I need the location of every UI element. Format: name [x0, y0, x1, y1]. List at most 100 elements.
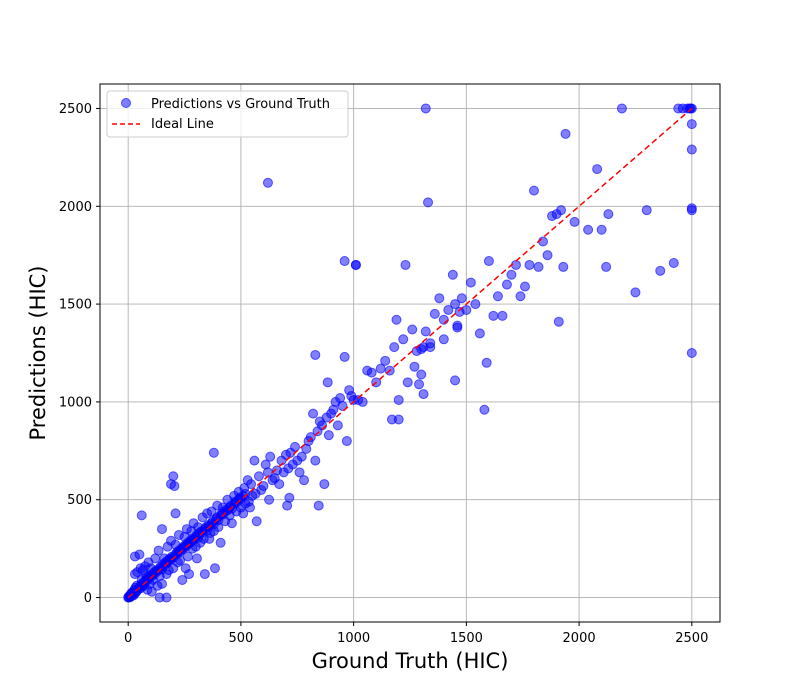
data-point [310, 349, 321, 360]
data-point [420, 103, 431, 114]
x-tick-label: 2500 [675, 631, 708, 646]
data-point [488, 310, 499, 321]
data-point [474, 328, 485, 339]
data-point [294, 467, 305, 478]
data-point [391, 314, 402, 325]
data-point [191, 553, 202, 564]
data-point [483, 256, 494, 267]
data-point [339, 351, 350, 362]
data-point [153, 545, 164, 556]
data-point [136, 510, 147, 521]
data-point [389, 342, 400, 353]
ideal-line-layer [127, 107, 693, 599]
data-point [157, 578, 167, 589]
data-point [506, 269, 517, 280]
data-point [313, 500, 324, 511]
data-point [199, 569, 210, 580]
data-point [251, 516, 262, 527]
data-point [290, 441, 301, 452]
legend-label-ideal-line: Ideal Line [151, 117, 214, 132]
data-point [217, 502, 228, 513]
data-point [465, 277, 476, 288]
data-point [655, 265, 666, 276]
data-point [461, 304, 472, 315]
data-point [414, 379, 425, 390]
data-point [409, 361, 420, 372]
y-tick-label: 2500 [59, 102, 92, 117]
data-point [402, 377, 413, 388]
data-point [299, 475, 310, 486]
data-point [542, 250, 553, 261]
y-tick-label: 1000 [59, 395, 92, 410]
data-point [425, 342, 436, 353]
data-point [443, 304, 454, 315]
data-point [184, 569, 195, 580]
data-point [429, 308, 440, 319]
data-point [319, 479, 330, 490]
data-point [169, 481, 180, 492]
data-point [515, 291, 526, 302]
data-point [159, 553, 170, 564]
data-point [209, 563, 220, 574]
data-point [501, 279, 512, 290]
data-point [452, 320, 463, 331]
data-point [322, 377, 333, 388]
data-point [603, 209, 614, 220]
data-point [398, 334, 409, 345]
data-point [450, 375, 461, 386]
data-point [380, 355, 391, 366]
data-point [193, 522, 204, 533]
data-point [161, 592, 172, 603]
data-point [134, 549, 145, 560]
y-tick-label: 0 [84, 591, 92, 606]
y-tick-label: 1500 [59, 298, 92, 313]
x-axis-title: Ground Truth (HIC) [312, 649, 509, 673]
legend-label-points: Predictions vs Ground Truth [151, 97, 330, 112]
data-point [208, 447, 219, 458]
data-point [170, 508, 181, 519]
data-point [310, 455, 321, 466]
data-point [157, 524, 167, 535]
data-point [305, 432, 316, 443]
data-point [438, 334, 449, 345]
legend-box [106, 90, 349, 138]
grid-lines [100, 84, 720, 622]
data-point [323, 430, 334, 441]
data-point [332, 420, 343, 431]
data-point [450, 299, 461, 310]
x-tick-label: 0 [124, 631, 132, 646]
data-point [262, 177, 273, 188]
data-point [420, 326, 431, 337]
data-point [265, 451, 276, 462]
data-point [686, 144, 697, 155]
data-point [296, 451, 307, 462]
data-point [337, 400, 348, 411]
data-point [524, 259, 535, 270]
data-point [418, 389, 429, 400]
data-point [686, 119, 697, 130]
data-point [497, 310, 508, 321]
data-point [556, 205, 567, 216]
data-point [686, 348, 697, 358]
data-point [416, 369, 427, 380]
data-point [470, 299, 481, 310]
data-point [244, 502, 255, 513]
y-tick-label: 500 [67, 493, 92, 508]
data-point [177, 574, 188, 585]
data-point [175, 555, 186, 566]
plot-frame [99, 83, 721, 623]
x-tick-label: 1500 [450, 631, 483, 646]
data-point [238, 508, 249, 519]
data-point [284, 492, 295, 503]
y-tick-label: 2000 [59, 200, 92, 215]
data-point [641, 205, 652, 216]
data-point [434, 293, 445, 304]
data-point [533, 261, 544, 272]
data-point [274, 479, 285, 490]
legend: Predictions vs Ground Truth Ideal Line [106, 90, 349, 138]
data-point [407, 324, 418, 335]
data-point [630, 287, 641, 298]
data-point [492, 291, 503, 302]
data-point [510, 259, 521, 270]
data-point [145, 563, 156, 574]
